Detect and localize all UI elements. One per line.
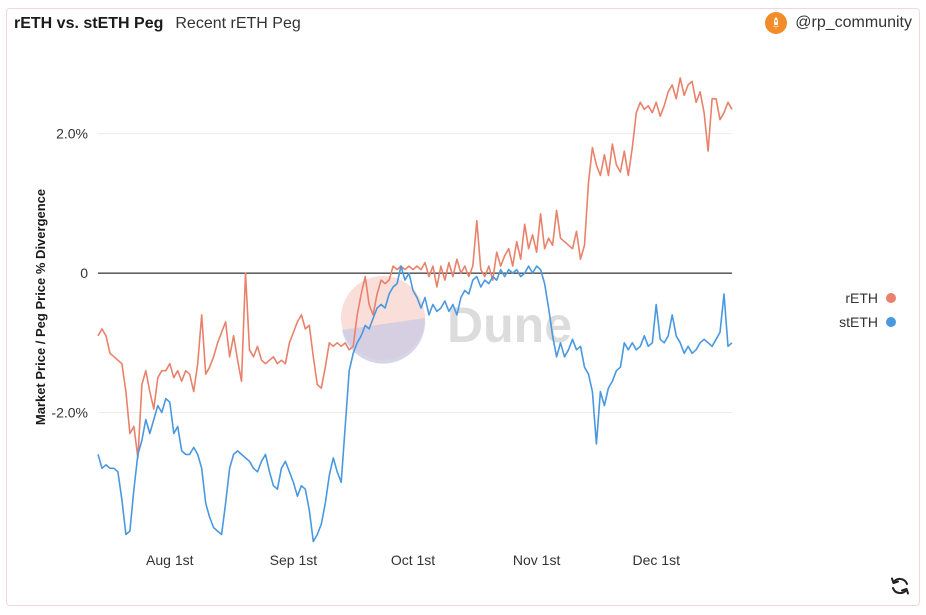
watermark-logo-half: [342, 318, 426, 364]
author-name: @rp_community: [795, 14, 912, 31]
series-line-reth[interactable]: [97, 77, 733, 459]
y-tick-label: 0: [80, 265, 88, 281]
x-tick-label: Aug 1st: [146, 552, 194, 568]
chart-header: rETH vs. stETH Peg Recent rETH Peg @rp_c…: [14, 12, 912, 36]
dune-watermark: Dune: [341, 276, 572, 364]
legend-dot-steth: [886, 317, 896, 327]
chart-title: rETH vs. stETH Peg: [14, 15, 164, 32]
refresh-icon[interactable]: [888, 574, 912, 598]
y-tick-label: -2.0%: [51, 405, 88, 421]
chart-legend: rETH stETH: [822, 286, 896, 334]
x-tick-label: Nov 1st: [513, 552, 561, 568]
grid-lines: [98, 133, 732, 414]
legend-label-reth: rETH: [845, 290, 878, 306]
x-tick-label: Oct 1st: [391, 552, 435, 568]
legend-item-reth[interactable]: rETH: [822, 286, 896, 310]
legend-label-steth: stETH: [839, 314, 878, 330]
x-tick-label: Dec 1st: [633, 552, 681, 568]
author-link[interactable]: @rp_community: [765, 12, 912, 34]
y-tick-labels: 2.0% 0 -2.0%: [51, 126, 88, 421]
watermark-text: Dune: [447, 297, 572, 353]
y-tick-label: 2.0%: [56, 126, 88, 142]
legend-item-steth[interactable]: stETH: [822, 310, 896, 334]
x-tick-labels: Aug 1st Sep 1st Oct 1st Nov 1st Dec 1st: [146, 552, 680, 568]
chart-card: [6, 8, 920, 606]
series-layer: [97, 77, 733, 543]
chart-subtitle: Recent rETH Peg: [175, 15, 301, 32]
series-line-steth[interactable]: [97, 265, 733, 543]
x-tick-label: Sep 1st: [270, 552, 318, 568]
rocket-icon: [765, 12, 788, 34]
y-axis-label: Market Price / Peg Price % Divergence: [33, 189, 48, 425]
legend-dot-reth: [886, 293, 896, 303]
